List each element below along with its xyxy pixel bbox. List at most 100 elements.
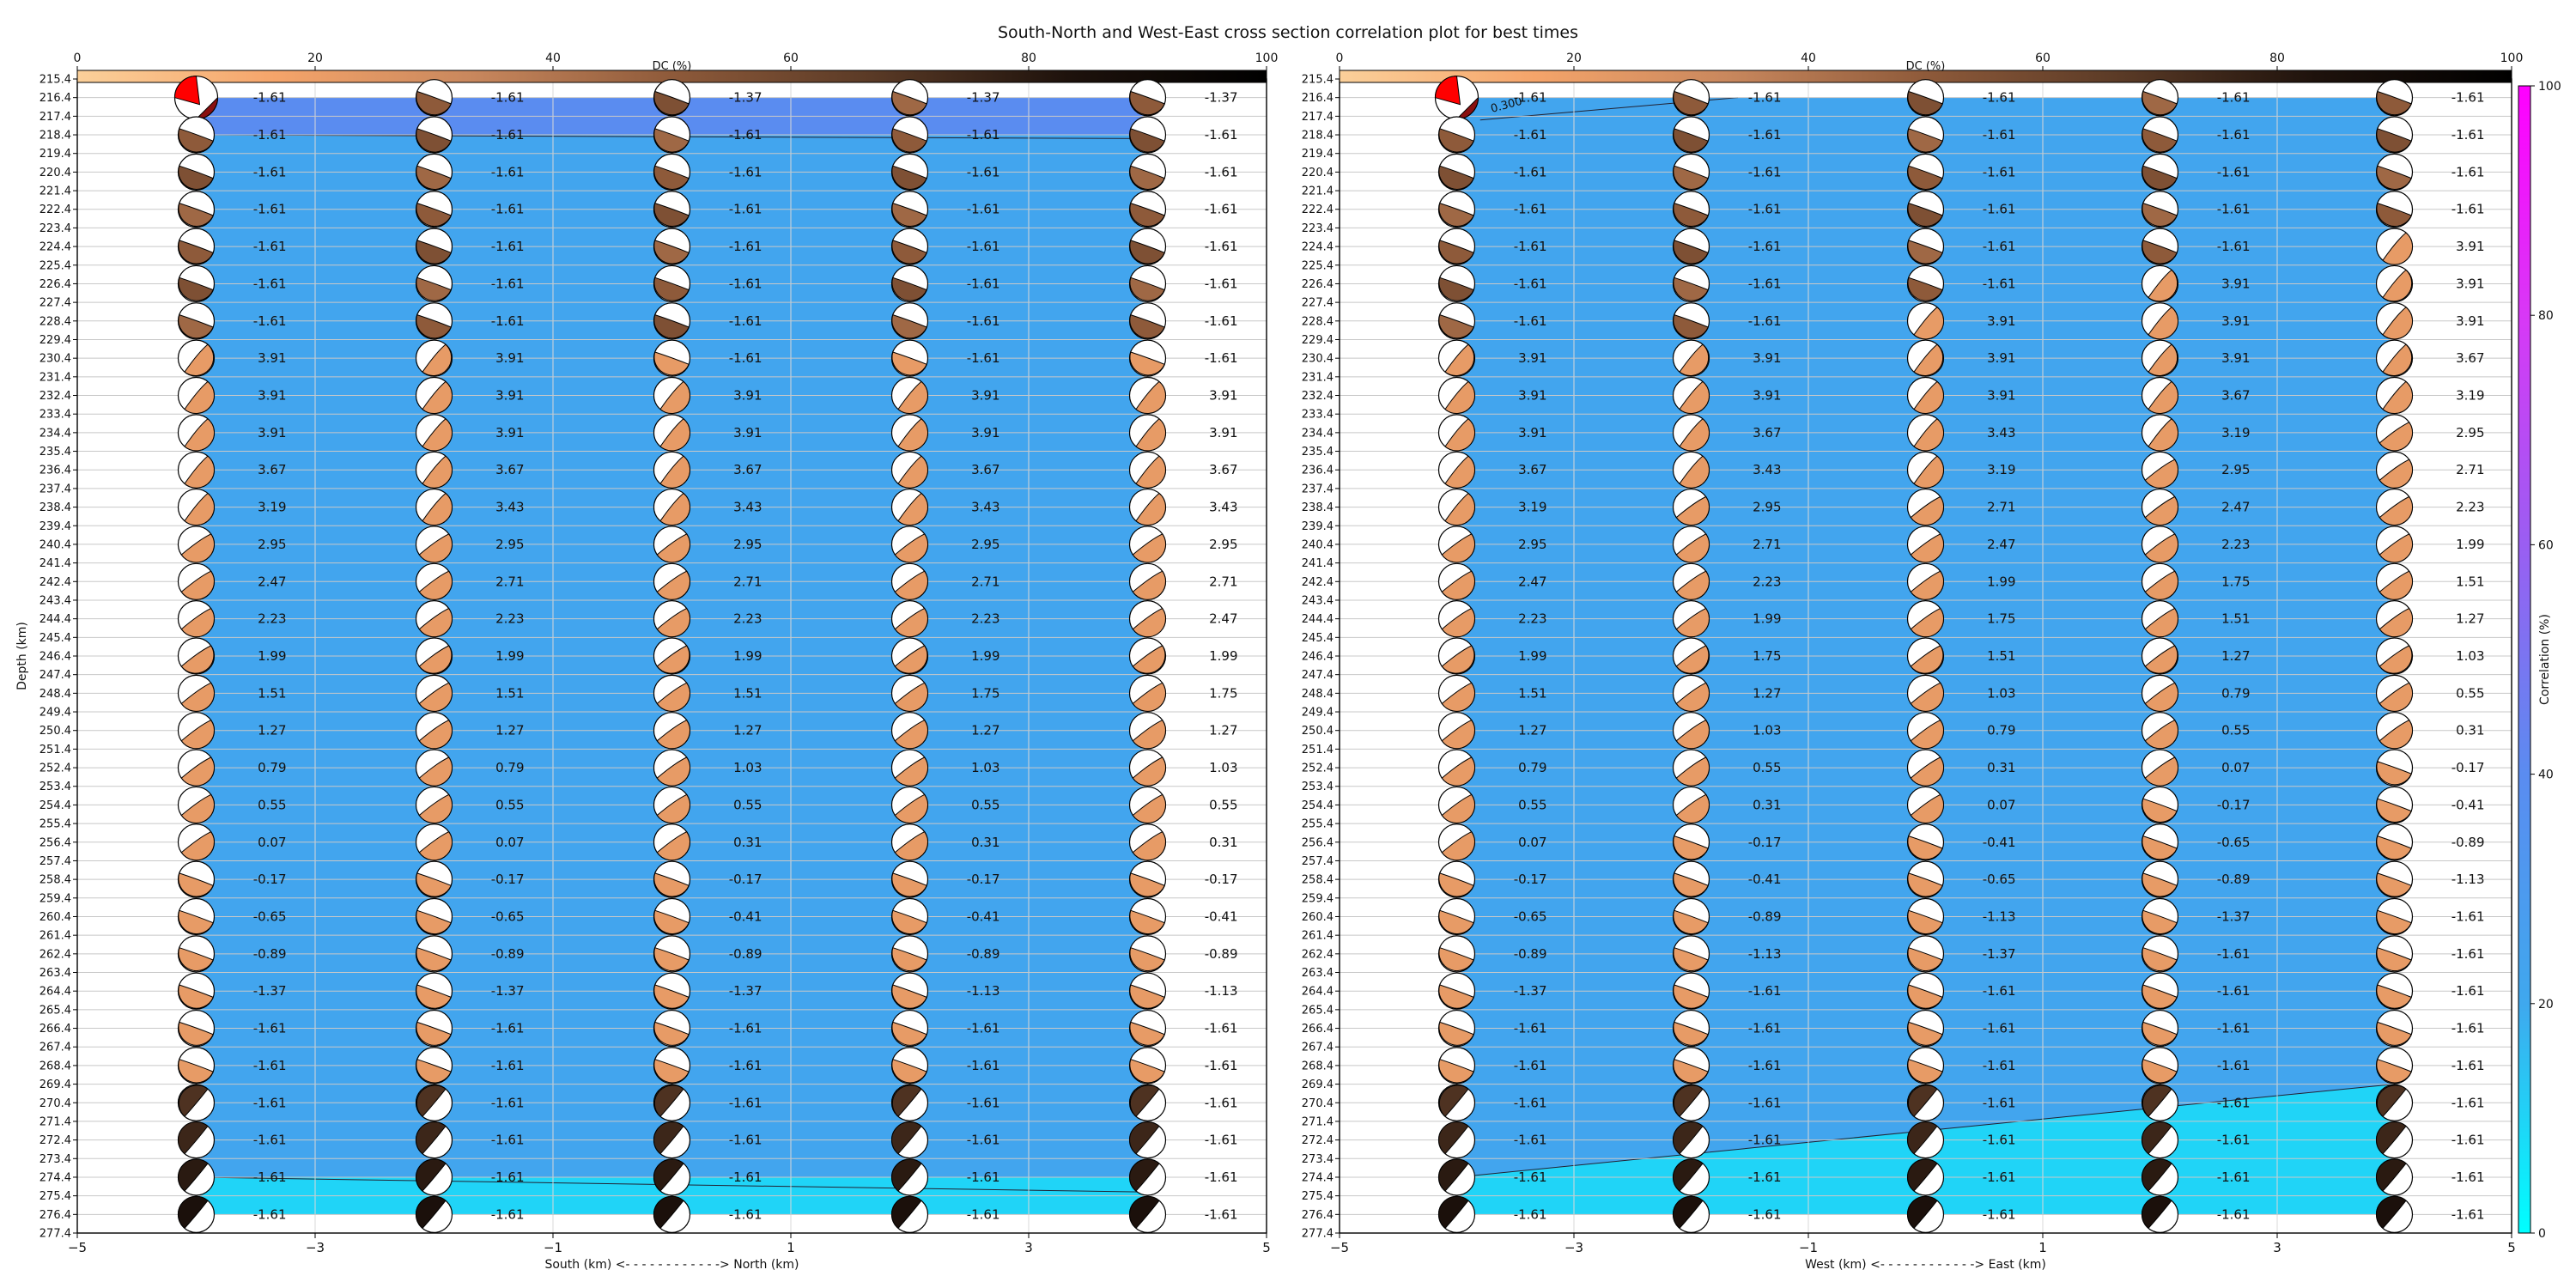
south-north-panel: −5 −3 −1 1 3 5 South (km) <- - - - - - - - - -… — [15, 52, 1278, 1272]
beachball-lobe — [1673, 984, 1709, 1009]
beachball-lobe — [1128, 1121, 1160, 1155]
beachball-lobe — [1907, 984, 1943, 1009]
value-label: 0.07 — [2221, 760, 2250, 775]
beachball-lobe — [653, 984, 690, 1009]
y-tick-label: 222.4 — [1302, 204, 1334, 216]
beachball-lobe — [1673, 872, 1709, 897]
beachball-lobe — [2376, 1084, 2407, 1118]
value-label: -1.61 — [2451, 1170, 2485, 1185]
beachball-lobe — [1129, 165, 1165, 190]
y-tick-label: 270.4 — [39, 1097, 71, 1110]
y-tick-label: 244.4 — [39, 613, 71, 626]
dc-colorbar-label: DC (%) — [1906, 60, 1946, 73]
value-label: 2.71 — [495, 574, 524, 589]
beachball — [415, 191, 453, 228]
y-tick-label: 221.4 — [1302, 185, 1334, 198]
value-label: 3.67 — [2456, 350, 2484, 366]
beachball — [1437, 339, 1476, 377]
value-label: -1.61 — [491, 127, 525, 143]
beachball — [2141, 79, 2179, 117]
beachball-lobe — [2376, 1021, 2412, 1046]
beachball — [177, 1009, 216, 1048]
beachball — [1672, 264, 1710, 303]
beachball — [1128, 451, 1167, 489]
beachball-lobe — [2142, 240, 2178, 264]
value-label: -1.61 — [729, 1133, 762, 1148]
beachball-lobe — [1673, 313, 1709, 339]
value-label: -1.61 — [2217, 1095, 2251, 1110]
value-label: -1.61 — [967, 1206, 1000, 1222]
y-tick-label: 256.4 — [1302, 836, 1334, 849]
value-label: -1.61 — [2451, 1021, 2485, 1036]
beachball — [1128, 1121, 1167, 1159]
beachball-lobe — [422, 380, 453, 415]
beachball — [1906, 191, 1945, 228]
beachball — [1672, 1009, 1710, 1048]
y-tick-label: 253.4 — [39, 781, 71, 793]
beachball-lobe — [1907, 947, 1943, 972]
value-label: -1.61 — [2451, 90, 2485, 106]
value-label: -1.61 — [253, 239, 287, 254]
y-tick-label: 265.4 — [39, 1004, 71, 1017]
beachball-lobe — [1437, 1195, 1469, 1230]
beachball-lobe — [894, 533, 928, 563]
value-label: 1.03 — [1987, 685, 2015, 701]
value-label: -1.61 — [729, 1058, 762, 1073]
value-label: 0.55 — [2221, 723, 2250, 738]
beachball-lobe — [178, 909, 214, 934]
beachball — [1128, 972, 1167, 1010]
beachball — [890, 526, 929, 563]
y-tick-label: 253.4 — [1302, 781, 1334, 793]
beachball — [2141, 674, 2179, 712]
value-label: 3.19 — [258, 500, 286, 515]
beachball-lobe — [415, 1158, 447, 1192]
y-tick-label: 215.4 — [39, 74, 71, 87]
beachball — [1437, 1009, 1476, 1048]
y-tick-label: 241.4 — [39, 557, 71, 570]
beachball-lobe — [418, 682, 453, 712]
beachball-lobe — [2382, 307, 2414, 340]
dc-colorbar-tick-label: 80 — [2269, 52, 2285, 65]
value-label: -1.61 — [2217, 127, 2251, 143]
beachball — [2141, 1084, 2179, 1121]
beachball — [415, 339, 453, 377]
beachball — [177, 376, 216, 415]
beachball-lobe — [1438, 313, 1474, 339]
value-label: -1.61 — [1983, 239, 2016, 254]
value-label: -0.17 — [1514, 872, 1547, 887]
value-label: -1.37 — [967, 90, 1000, 106]
value-label: 3.67 — [1518, 462, 1546, 477]
value-label: -0.41 — [1748, 872, 1782, 887]
value-label: -1.61 — [1983, 1206, 2016, 1222]
beachball — [1437, 191, 1476, 228]
beachball — [1672, 376, 1710, 415]
beachball — [1128, 228, 1167, 265]
value-label: 2.23 — [733, 611, 762, 627]
value-label: -1.61 — [1748, 1058, 1782, 1073]
beachball — [653, 600, 691, 638]
y-tick-label: 254.4 — [1302, 799, 1334, 812]
beachball-lobe — [1132, 720, 1166, 750]
value-label: -1.61 — [1514, 1058, 1547, 1073]
value-label: -1.61 — [1205, 313, 1238, 329]
value-label: -1.61 — [1205, 350, 1238, 366]
beachball — [2375, 264, 2414, 303]
y-tick-label: 223.4 — [1302, 222, 1334, 235]
y-tick-label: 232.4 — [1302, 390, 1334, 403]
beachball — [890, 600, 929, 638]
beachball — [890, 1084, 929, 1121]
value-label: -0.17 — [967, 872, 1000, 887]
value-label: 3.67 — [258, 462, 286, 477]
value-label: 3.67 — [495, 462, 524, 477]
x-tick-label: 3 — [1024, 1240, 1033, 1255]
beachball-lobe — [2142, 202, 2178, 227]
value-label: 3.91 — [495, 388, 524, 404]
beachball-lobe — [1438, 947, 1474, 972]
beachball — [177, 860, 216, 898]
y-tick-label: 237.4 — [39, 483, 71, 495]
beachball — [1672, 1084, 1710, 1121]
beachball-lobe — [891, 240, 927, 264]
beachball-lobe — [180, 720, 215, 750]
beachball-lobe — [180, 645, 215, 674]
beachball-lobe — [891, 872, 927, 897]
